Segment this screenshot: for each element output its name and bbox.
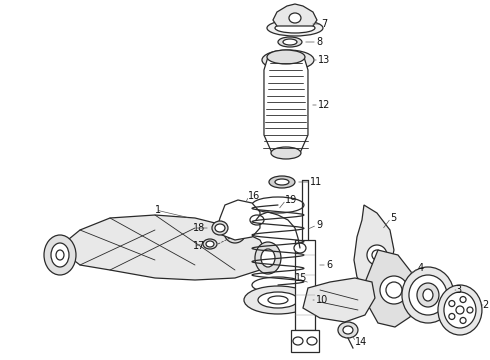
Ellipse shape <box>269 176 295 188</box>
Polygon shape <box>366 250 418 327</box>
Ellipse shape <box>294 243 306 253</box>
Ellipse shape <box>278 37 302 47</box>
Ellipse shape <box>372 250 382 260</box>
Ellipse shape <box>203 239 217 249</box>
Ellipse shape <box>206 241 214 247</box>
Text: 17: 17 <box>193 241 205 251</box>
Text: 7: 7 <box>321 19 327 29</box>
Ellipse shape <box>289 13 301 23</box>
Text: 1: 1 <box>155 205 161 215</box>
Ellipse shape <box>449 314 455 319</box>
Text: 18: 18 <box>193 223 205 233</box>
Ellipse shape <box>267 20 323 36</box>
Ellipse shape <box>252 277 304 293</box>
Text: 19: 19 <box>285 195 297 205</box>
Text: 14: 14 <box>355 337 367 347</box>
Ellipse shape <box>380 276 408 304</box>
Ellipse shape <box>460 297 466 302</box>
Ellipse shape <box>44 235 76 275</box>
Text: 16: 16 <box>248 191 260 201</box>
Polygon shape <box>218 200 260 240</box>
Ellipse shape <box>56 250 64 260</box>
Ellipse shape <box>367 245 387 265</box>
Text: 8: 8 <box>316 37 322 47</box>
Ellipse shape <box>51 243 69 267</box>
Ellipse shape <box>293 337 303 345</box>
Text: 9: 9 <box>316 220 322 230</box>
Ellipse shape <box>456 306 464 314</box>
Ellipse shape <box>386 282 402 298</box>
Ellipse shape <box>460 318 466 324</box>
Ellipse shape <box>283 39 297 45</box>
Ellipse shape <box>224 221 246 243</box>
Ellipse shape <box>449 301 455 306</box>
Ellipse shape <box>274 54 302 66</box>
Ellipse shape <box>261 249 275 267</box>
Ellipse shape <box>271 147 301 159</box>
Text: 15: 15 <box>295 273 307 283</box>
Ellipse shape <box>215 224 225 232</box>
Text: 13: 13 <box>318 55 330 65</box>
Text: 5: 5 <box>390 213 396 223</box>
Ellipse shape <box>250 215 264 225</box>
Polygon shape <box>354 205 394 290</box>
Text: 11: 11 <box>310 177 322 187</box>
Ellipse shape <box>444 292 476 328</box>
Polygon shape <box>303 278 375 322</box>
Text: 4: 4 <box>418 263 424 273</box>
Ellipse shape <box>438 285 482 335</box>
Text: 10: 10 <box>316 295 328 305</box>
Text: 3: 3 <box>455 285 461 295</box>
Ellipse shape <box>244 286 312 314</box>
Ellipse shape <box>402 267 454 323</box>
Ellipse shape <box>307 337 317 345</box>
Ellipse shape <box>275 23 315 33</box>
Polygon shape <box>58 215 268 280</box>
Ellipse shape <box>212 221 228 235</box>
Ellipse shape <box>255 242 281 274</box>
Ellipse shape <box>417 283 439 307</box>
Polygon shape <box>264 57 308 153</box>
Ellipse shape <box>409 275 447 315</box>
Ellipse shape <box>423 289 433 301</box>
Ellipse shape <box>252 197 304 213</box>
Ellipse shape <box>338 322 358 338</box>
Ellipse shape <box>229 226 241 238</box>
Polygon shape <box>273 4 317 26</box>
FancyBboxPatch shape <box>295 240 315 330</box>
Text: 2: 2 <box>482 300 488 310</box>
Text: 12: 12 <box>318 100 330 110</box>
Ellipse shape <box>262 50 314 70</box>
Ellipse shape <box>275 179 289 185</box>
FancyBboxPatch shape <box>291 330 319 352</box>
Ellipse shape <box>280 56 296 64</box>
Ellipse shape <box>258 292 298 308</box>
Ellipse shape <box>268 296 288 304</box>
Ellipse shape <box>267 50 305 64</box>
Ellipse shape <box>343 326 353 334</box>
Text: 6: 6 <box>326 260 332 270</box>
Ellipse shape <box>467 307 473 313</box>
